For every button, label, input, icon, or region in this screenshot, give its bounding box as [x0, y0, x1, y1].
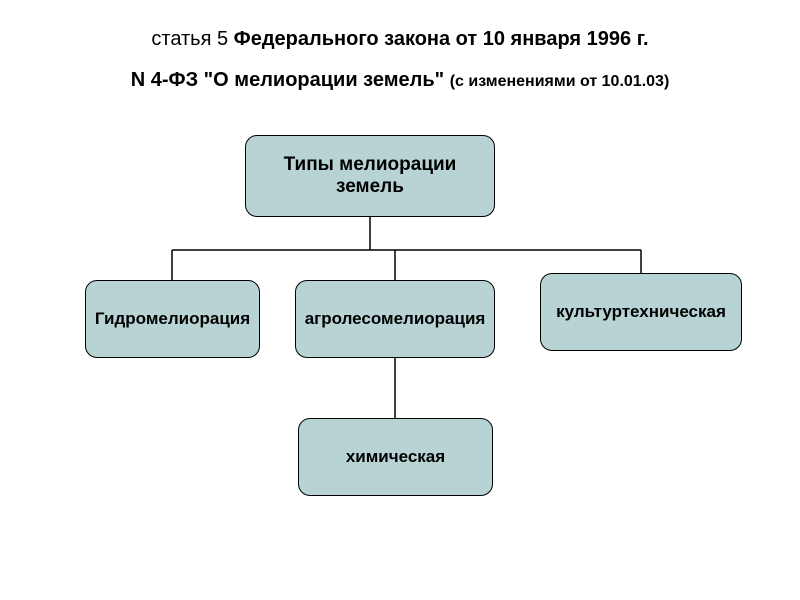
- connector-lines: [0, 0, 800, 600]
